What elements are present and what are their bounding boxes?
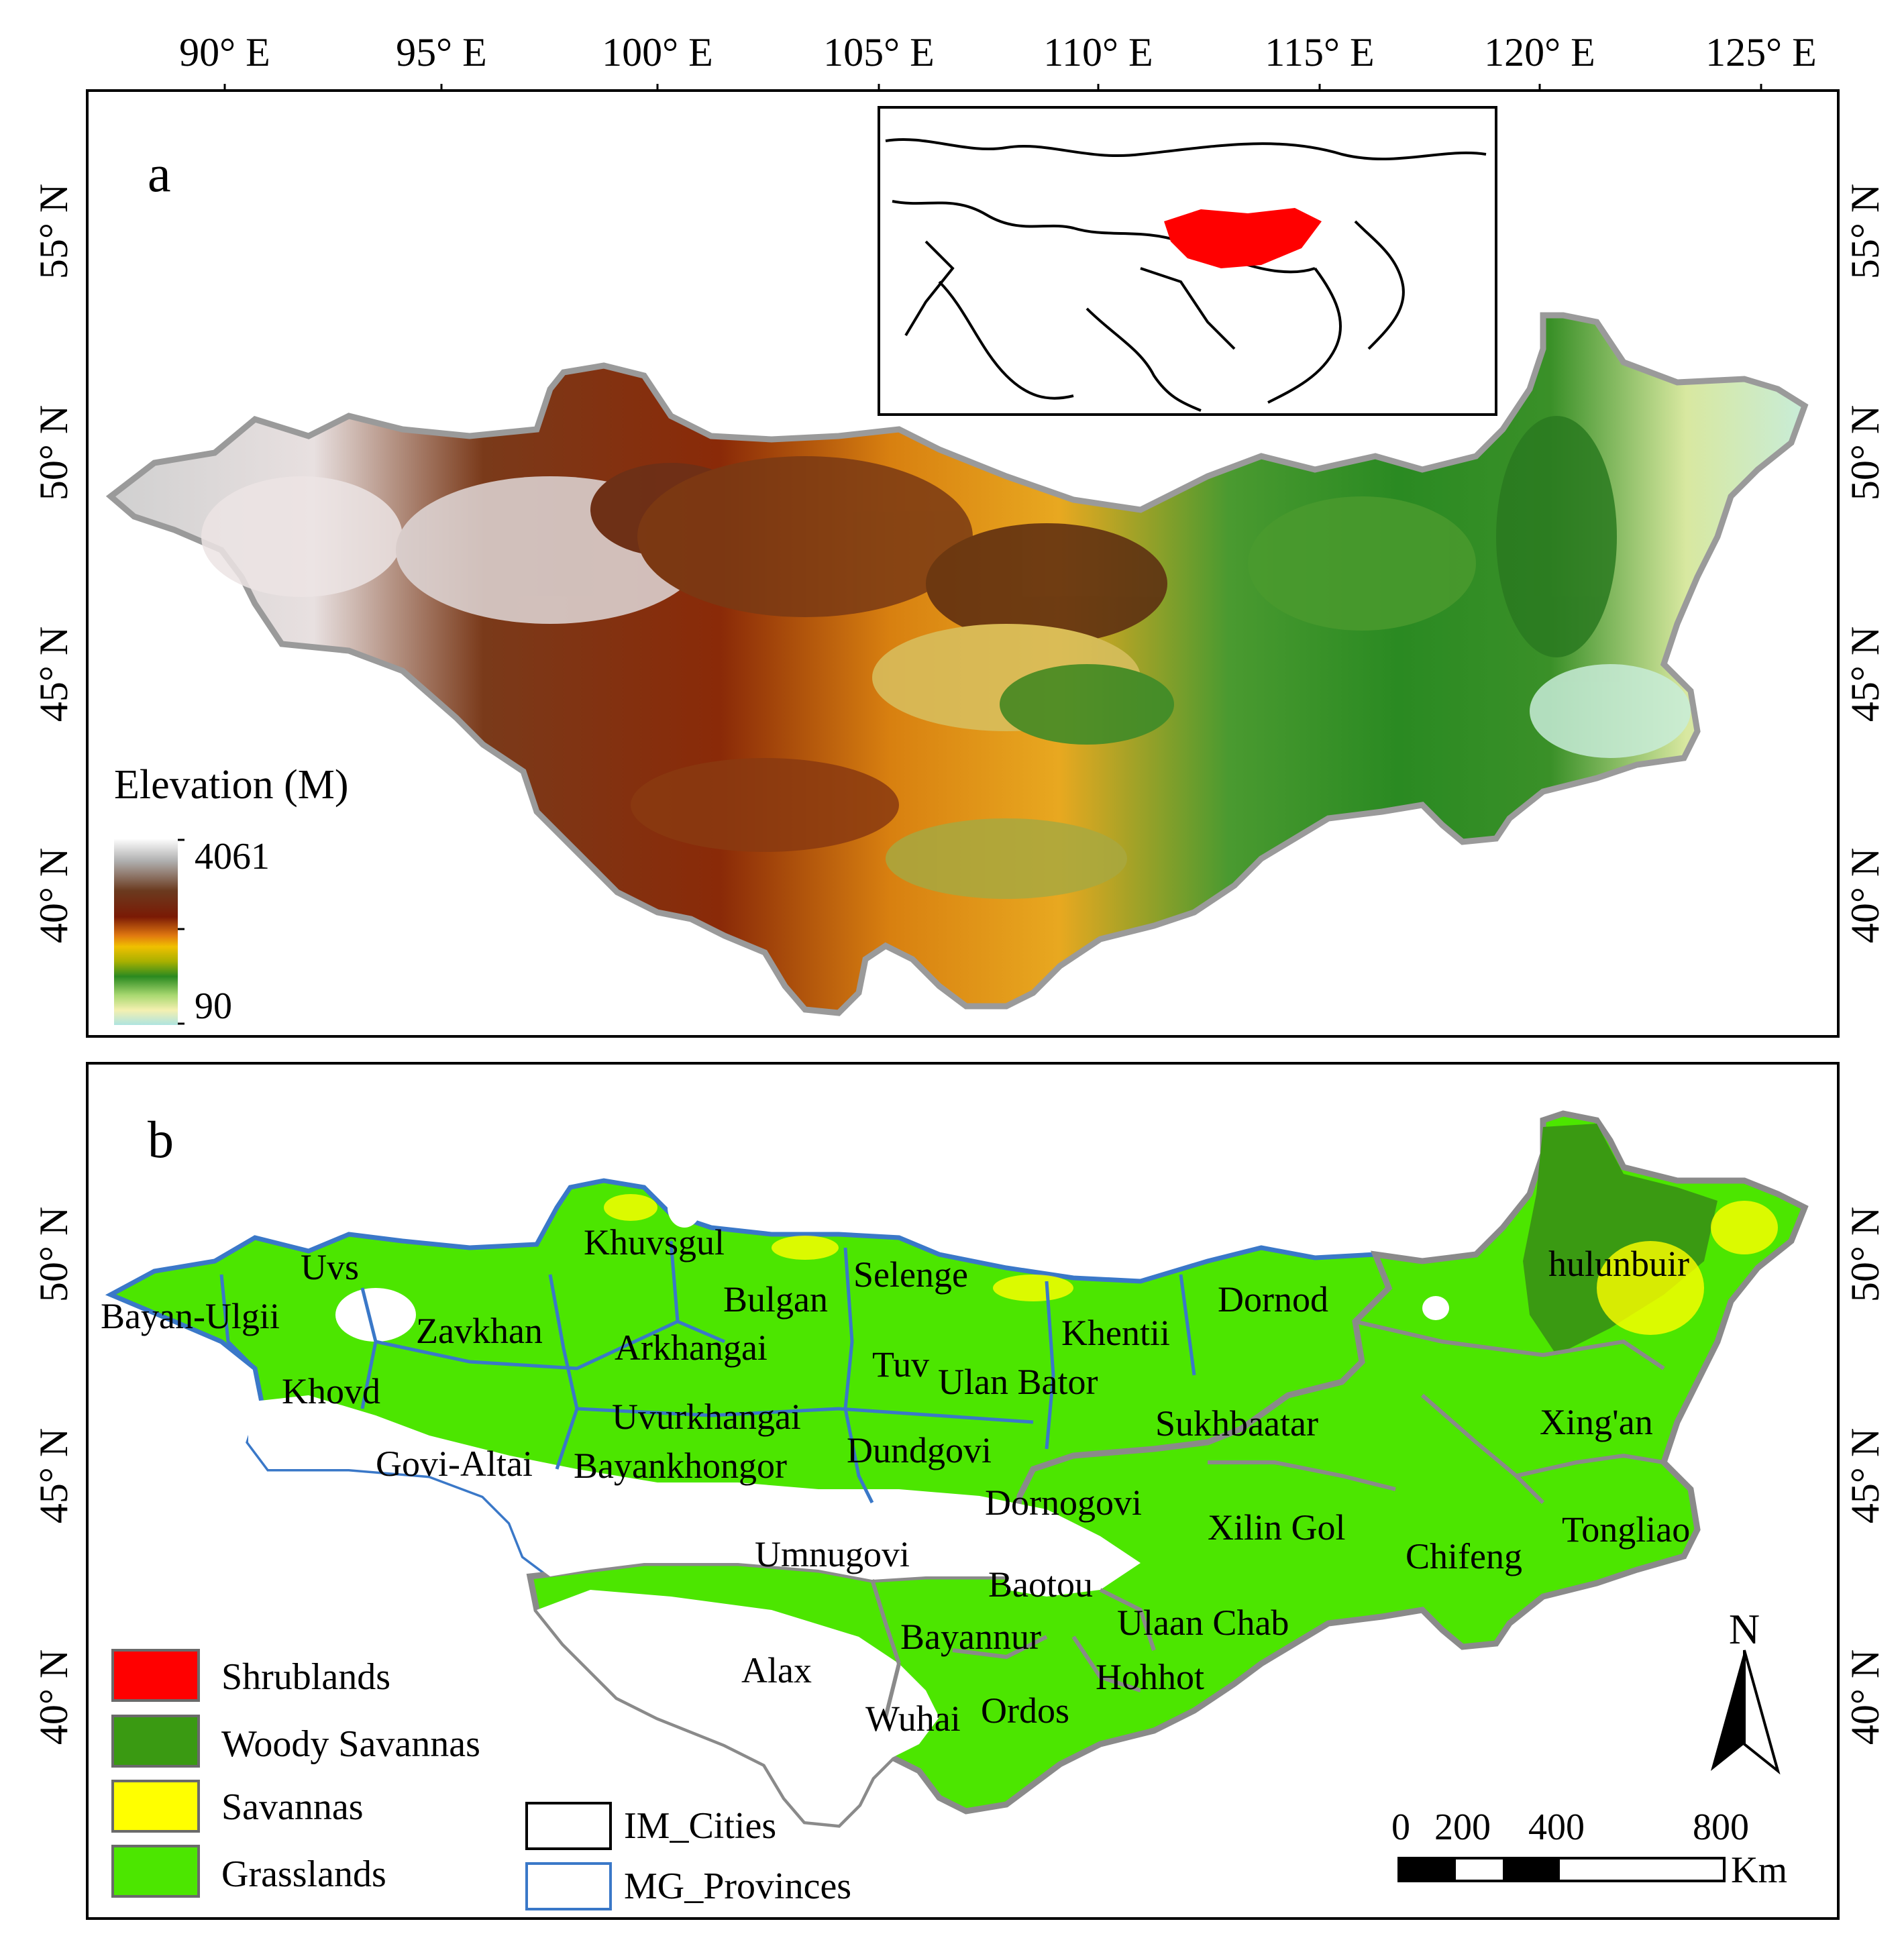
scale-tick-800: 800 bbox=[1693, 1806, 1749, 1848]
north-arrow-label: N bbox=[1729, 1605, 1760, 1653]
region-label: Dornogovi bbox=[985, 1482, 1142, 1523]
scale-bar: 0 200 400 800 Km bbox=[1391, 1806, 1787, 1891]
elevation-legend-min: 90 bbox=[195, 985, 232, 1027]
region-label: Zavkhan bbox=[416, 1311, 543, 1351]
inset-mongolia-highlight bbox=[1164, 208, 1322, 268]
lon-label-95: 95° E bbox=[396, 30, 487, 74]
legend-label-im-cities: IM_Cities bbox=[624, 1805, 776, 1847]
lat-label-b-right-45: 45° N bbox=[1843, 1428, 1887, 1523]
region-label: Khentii bbox=[1061, 1313, 1170, 1353]
region-label: Arkhangai bbox=[615, 1328, 768, 1368]
lon-label-115: 115° E bbox=[1265, 30, 1374, 74]
lon-label-105: 105° E bbox=[823, 30, 935, 74]
lat-label-b-left-50: 50° N bbox=[32, 1207, 76, 1302]
region-label: Bulgan bbox=[723, 1279, 828, 1319]
scale-tick-200: 200 bbox=[1434, 1806, 1491, 1848]
region-label: Khovd bbox=[282, 1371, 380, 1411]
legend-label-grasslands: Grasslands bbox=[221, 1853, 386, 1895]
region-label: Uvs bbox=[301, 1247, 359, 1287]
region-label: Sukhbaatar bbox=[1155, 1403, 1318, 1444]
lon-label-120: 120° E bbox=[1484, 30, 1595, 74]
region-label: Baotou bbox=[988, 1564, 1093, 1605]
lon-label-100: 100° E bbox=[602, 30, 713, 74]
legend-swatch-savannas bbox=[111, 1780, 200, 1833]
panel-a-letter: a bbox=[148, 144, 171, 203]
lat-label-b-left-40: 40° N bbox=[32, 1650, 76, 1745]
region-label: Hohhot bbox=[1096, 1657, 1204, 1697]
region-label: Uvurkhangai bbox=[612, 1397, 801, 1437]
top-ticks bbox=[223, 84, 1762, 91]
legend-swatch-mg-provinces bbox=[525, 1862, 612, 1910]
region-label: Wuhai bbox=[865, 1698, 961, 1739]
region-label: Dundgovi bbox=[847, 1430, 992, 1470]
scale-unit: Km bbox=[1731, 1849, 1787, 1891]
region-label: Govi-Altai bbox=[376, 1444, 533, 1484]
region-label: Xing'an bbox=[1540, 1402, 1653, 1442]
im-city-boundaries bbox=[870, 1319, 1665, 1718]
north-arrow-icon bbox=[1711, 1650, 1744, 1771]
lon-label-110: 110° E bbox=[1043, 30, 1153, 74]
region-label: Tongliao bbox=[1562, 1509, 1690, 1550]
lat-label-a-right-40: 40° N bbox=[1843, 848, 1887, 943]
lat-label-a-right-50: 50° N bbox=[1843, 405, 1887, 500]
elevation-high-relief bbox=[201, 416, 1691, 899]
elevation-color-ramp bbox=[114, 839, 178, 1025]
scale-tick-0: 0 bbox=[1391, 1806, 1410, 1848]
landcover-legend: Shrublands Woody Savannas Savannas Grass… bbox=[111, 1649, 480, 1898]
legend-swatch-woody-savannas bbox=[111, 1715, 200, 1768]
lon-label-90: 90° E bbox=[179, 30, 270, 74]
lat-label-b-left-45: 45° N bbox=[32, 1428, 76, 1523]
lat-label-a-left-45: 45° N bbox=[32, 627, 76, 722]
region-label: Ulaan Chab bbox=[1117, 1603, 1289, 1643]
non-vegetated-areas bbox=[248, 1187, 1449, 1825]
region-label: Khuvsgul bbox=[584, 1222, 725, 1262]
region-label: Xilin Gol bbox=[1208, 1507, 1346, 1548]
lat-label-a-left-40: 40° N bbox=[32, 848, 76, 943]
lat-label-a-left-50: 50° N bbox=[32, 405, 76, 500]
legend-swatch-im-cities bbox=[525, 1802, 612, 1850]
mg-province-boundaries bbox=[219, 1240, 1196, 1504]
region-label: Umnugovi bbox=[755, 1534, 910, 1574]
inset-coastlines bbox=[885, 138, 1487, 412]
region-label: Bayankhongor bbox=[574, 1446, 787, 1486]
region-labels: Uvs Bayan-Ulgii Khuvsgul Zavkhan Bulgan … bbox=[101, 1222, 1690, 1739]
north-arrow: N bbox=[1711, 1605, 1781, 1775]
elevation-legend-max: 4061 bbox=[195, 836, 270, 877]
region-label: Bayan-Ulgii bbox=[101, 1296, 280, 1336]
legend-swatch-grasslands bbox=[111, 1845, 200, 1898]
lat-label-a-left-55: 55° N bbox=[32, 184, 76, 279]
lat-label-b-right-50: 50° N bbox=[1843, 1207, 1887, 1302]
region-label: Dornod bbox=[1218, 1279, 1328, 1319]
region-label: Alax bbox=[741, 1650, 812, 1690]
legend-label-woody-savannas: Woody Savannas bbox=[221, 1723, 480, 1765]
legend-swatch-shrublands bbox=[111, 1649, 200, 1702]
panel-b-letter: b bbox=[148, 1110, 174, 1169]
savanna-areas bbox=[604, 1194, 1778, 1335]
lat-label-a-right-55: 55° N bbox=[1843, 184, 1887, 279]
region-label: Ulan Bator bbox=[938, 1362, 1098, 1402]
region-label: Tuv bbox=[872, 1344, 929, 1385]
region-label: Bayannur bbox=[900, 1617, 1041, 1657]
lat-label-a-right-45: 45° N bbox=[1843, 627, 1887, 722]
legend-label-mg-provinces: MG_Provinces bbox=[624, 1866, 851, 1907]
region-label: hulunbuir bbox=[1548, 1244, 1689, 1284]
woody-savanna-areas bbox=[1523, 1124, 1717, 1355]
inset-map-frame bbox=[878, 106, 1497, 416]
region-label: Chifeng bbox=[1406, 1536, 1522, 1576]
lat-label-b-right-40: 40° N bbox=[1843, 1650, 1887, 1745]
boundary-legend: IM_Cities MG_Provinces bbox=[525, 1802, 851, 1910]
legend-label-shrublands: Shrublands bbox=[221, 1656, 390, 1698]
region-label: Ordos bbox=[981, 1690, 1069, 1731]
scale-tick-400: 400 bbox=[1528, 1806, 1585, 1848]
lon-label-125: 125° E bbox=[1705, 30, 1817, 74]
region-label: Selenge bbox=[853, 1254, 968, 1295]
legend-label-savannas: Savannas bbox=[221, 1786, 364, 1828]
elevation-legend-title: Elevation (M) bbox=[114, 762, 349, 808]
